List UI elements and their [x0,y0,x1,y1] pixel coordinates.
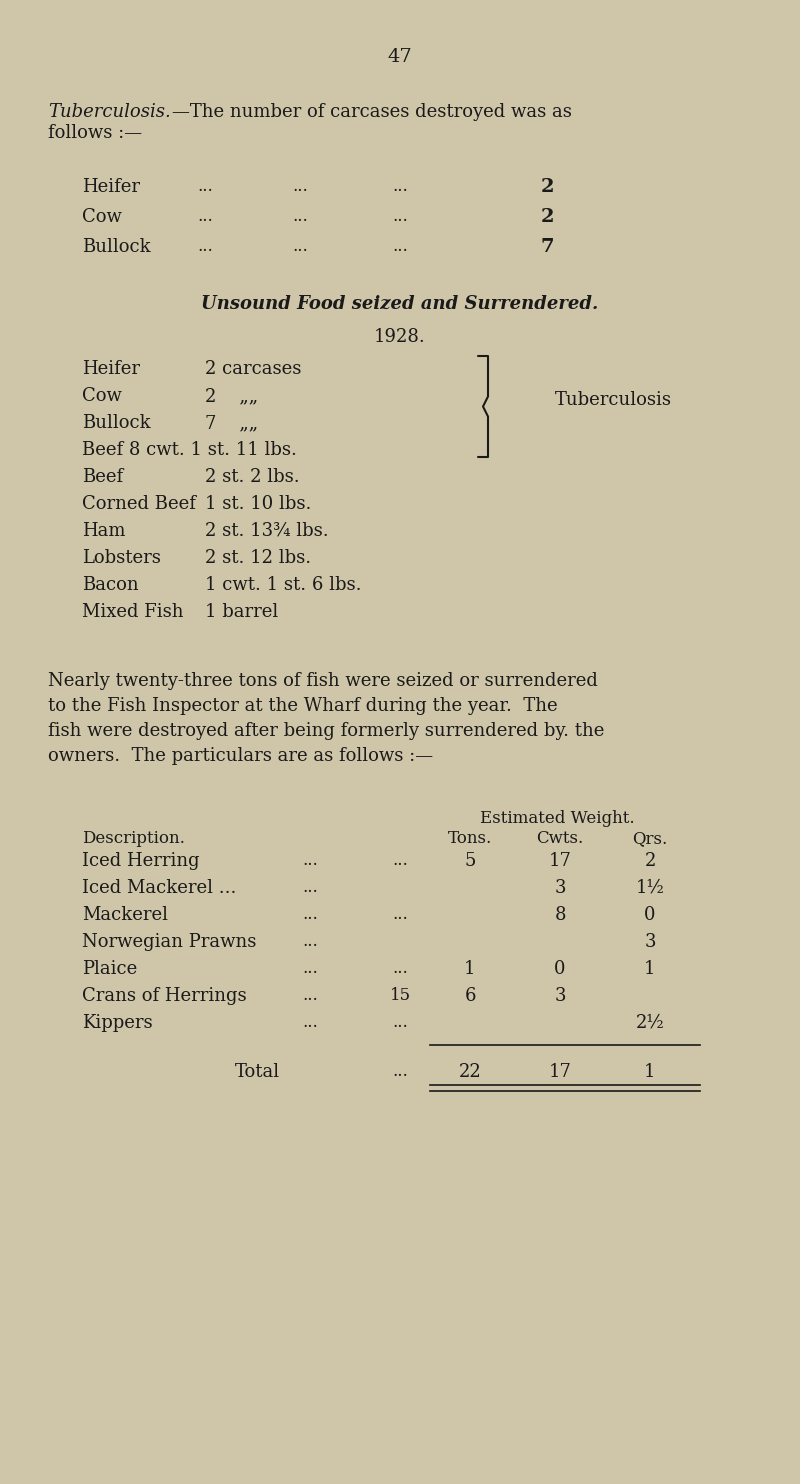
Text: 7: 7 [540,237,554,257]
Text: ...: ... [197,178,213,194]
Text: ...: ... [392,178,408,194]
Text: 1 st. 10 lbs.: 1 st. 10 lbs. [205,496,311,513]
Text: ...: ... [392,907,408,923]
Text: 1928.: 1928. [374,328,426,346]
Text: Bacon: Bacon [82,576,138,594]
Text: 0: 0 [554,960,566,978]
Text: ...: ... [292,178,308,194]
Text: ...: ... [302,907,318,923]
Text: 2 carcases: 2 carcases [205,361,302,378]
Text: owners.  The particulars are as follows :—: owners. The particulars are as follows :… [48,746,433,764]
Text: ...: ... [302,960,318,976]
Text: 17: 17 [549,1063,571,1080]
Text: 1: 1 [464,960,476,978]
Text: fish were destroyed after being formerly surrendered by. the: fish were destroyed after being formerly… [48,723,604,741]
Text: 6: 6 [464,987,476,1005]
Text: Heifer: Heifer [82,361,140,378]
Text: 17: 17 [549,852,571,870]
Text: Mackerel: Mackerel [82,907,168,925]
Text: Iced Mackerel ...: Iced Mackerel ... [82,879,236,896]
Text: 2: 2 [540,208,554,226]
Text: Plaice: Plaice [82,960,138,978]
Text: ...: ... [392,852,408,870]
Text: ...: ... [392,208,408,226]
Text: ...: ... [392,1063,408,1080]
Text: 2 st. 13¾ lbs.: 2 st. 13¾ lbs. [205,522,329,540]
Text: 3: 3 [554,987,566,1005]
Text: follows :—: follows :— [48,125,142,142]
Text: 1½: 1½ [635,879,665,896]
Text: 2 st. 12 lbs.: 2 st. 12 lbs. [205,549,311,567]
Text: Estimated Weight.: Estimated Weight. [480,810,634,827]
Text: Lobsters: Lobsters [82,549,161,567]
Text: 8: 8 [554,907,566,925]
Text: Nearly twenty-three tons of fish were seized or surrendered: Nearly twenty-three tons of fish were se… [48,672,598,690]
Text: Mixed Fish: Mixed Fish [82,603,183,620]
Text: Description.: Description. [82,830,185,847]
Text: Cow: Cow [82,208,122,226]
Text: ...: ... [392,237,408,255]
Text: 22: 22 [458,1063,482,1080]
Text: 15: 15 [390,987,410,1005]
Text: Unsound Food seized and Surrendered.: Unsound Food seized and Surrendered. [202,295,598,313]
Text: Ham: Ham [82,522,126,540]
Text: Cow: Cow [82,387,122,405]
Text: ...: ... [302,879,318,896]
Text: Iced Herring: Iced Herring [82,852,200,870]
Text: 2 st. 2 lbs.: 2 st. 2 lbs. [205,467,300,485]
Text: Kippers: Kippers [82,1014,153,1031]
Text: ...: ... [392,1014,408,1031]
Text: Bullock: Bullock [82,414,150,432]
Text: 2: 2 [540,178,554,196]
Text: Total: Total [235,1063,280,1080]
Text: ...: ... [292,237,308,255]
Text: ...: ... [302,987,318,1005]
Text: 1 barrel: 1 barrel [205,603,278,620]
Text: Qrs.: Qrs. [632,830,668,847]
Text: 3: 3 [644,933,656,951]
Text: 0: 0 [644,907,656,925]
Text: Bullock: Bullock [82,237,150,257]
Text: Crans of Herrings: Crans of Herrings [82,987,246,1005]
Text: 2    „„: 2 „„ [205,387,258,405]
Text: Beef: Beef [82,467,123,485]
Text: 5: 5 [464,852,476,870]
Text: 3: 3 [554,879,566,896]
Text: Norwegian Prawns: Norwegian Prawns [82,933,256,951]
Text: to the Fish Inspector at the Wharf during the year.  The: to the Fish Inspector at the Wharf durin… [48,697,558,715]
Text: 1 cwt. 1 st. 6 lbs.: 1 cwt. 1 st. 6 lbs. [205,576,362,594]
Text: Tuberculosis.: Tuberculosis. [48,102,170,122]
Text: —The number of carcases destroyed was as: —The number of carcases destroyed was as [172,102,572,122]
Text: Heifer: Heifer [82,178,140,196]
Text: ...: ... [197,208,213,226]
Text: ...: ... [197,237,213,255]
Text: Tons.: Tons. [448,830,492,847]
Text: ...: ... [302,852,318,870]
Text: ...: ... [292,208,308,226]
Text: 7    „„: 7 „„ [205,414,258,432]
Text: ...: ... [302,933,318,950]
Text: ...: ... [302,1014,318,1031]
Text: Tuberculosis: Tuberculosis [555,390,672,410]
Text: 2½: 2½ [636,1014,664,1031]
Text: 47: 47 [388,47,412,65]
Text: Corned Beef: Corned Beef [82,496,196,513]
Text: 1: 1 [644,960,656,978]
Text: 2: 2 [644,852,656,870]
Text: Beef 8 cwt. 1 st. 11 lbs.: Beef 8 cwt. 1 st. 11 lbs. [82,441,297,459]
Text: 1: 1 [644,1063,656,1080]
Text: Cwts.: Cwts. [536,830,584,847]
Text: ...: ... [392,960,408,976]
